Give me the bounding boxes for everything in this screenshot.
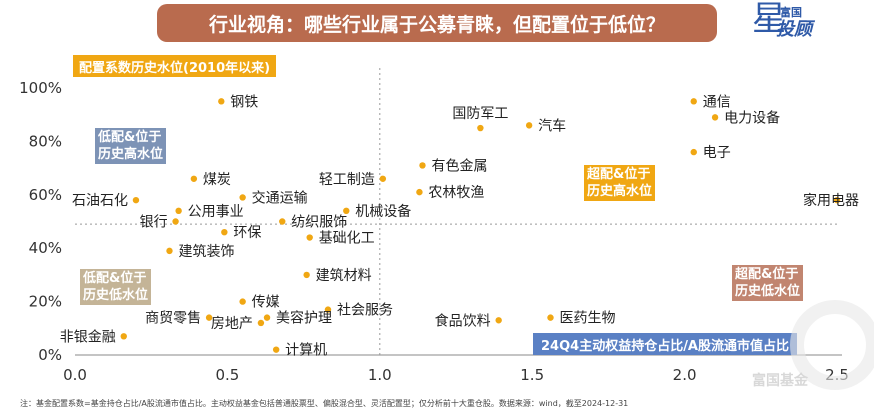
quadrant-label-bottom-right: 超配&位于 历史低水位 (732, 265, 804, 301)
data-label: 石油石化 (72, 193, 128, 209)
data-point (379, 175, 387, 182)
data-point (205, 314, 213, 321)
data-label: 汽车 (538, 117, 566, 134)
data-label: 医药生物 (559, 311, 615, 327)
quadrant-label-top-left: 低配&位于 历史高水位 (95, 128, 167, 164)
quadrant-line: 历史高水位 (587, 184, 653, 199)
data-point (306, 234, 313, 241)
watermark: 富国基金 (752, 373, 808, 389)
x-tick-label: 1.5 (520, 366, 544, 384)
footnote: 注：基金配置系数=基金持仓占比/A股流通市值占比。主动权益基金包括普通股票型、偏… (20, 399, 629, 408)
data-point (525, 122, 533, 129)
data-point (416, 188, 423, 196)
data-point (279, 218, 286, 225)
data-label: 纺织服饰 (291, 215, 347, 231)
data-point (120, 333, 127, 340)
data-label: 有色金属 (431, 157, 487, 174)
data-label: 商贸零售 (145, 311, 201, 327)
data-point (239, 194, 246, 201)
data-label: 环保 (233, 225, 261, 241)
data-point (221, 228, 228, 236)
data-label: 电力设备 (724, 109, 780, 126)
data-point (324, 306, 332, 313)
y-tick-label: 20% (29, 293, 62, 311)
data-point (263, 314, 271, 321)
data-label: 公用事业 (188, 204, 244, 220)
data-label: 通信 (703, 94, 731, 110)
data-label: 家用电器 (803, 192, 859, 209)
data-point (833, 196, 841, 204)
logo-line2: 投顾 (776, 19, 812, 40)
quadrant-line: 低配&位于 (98, 130, 162, 145)
data-label: 房地产 (211, 316, 253, 332)
data-label: 建筑装饰 (178, 244, 234, 260)
x-tick-label: 0.5 (215, 366, 239, 384)
quadrant-label-top-right: 超配&位于 历史高水位 (584, 165, 656, 201)
data-point (547, 314, 554, 321)
data-point (172, 218, 179, 225)
y-tick-label: 60% (29, 186, 62, 204)
data-point (711, 114, 719, 121)
data-label: 农林牧渔 (428, 185, 484, 201)
data-label: 社会服务 (337, 303, 393, 319)
y-tick-label: 40% (29, 239, 62, 257)
data-point (239, 298, 246, 305)
data-point (303, 271, 310, 279)
data-label: 计算机 (285, 343, 327, 359)
data-label: 基础化工 (319, 230, 375, 247)
data-point (218, 98, 225, 105)
data-label: 食品饮料 (435, 312, 491, 329)
data-label: 传媒 (252, 295, 280, 311)
y-tick-label: 0% (38, 346, 62, 364)
data-point (495, 317, 502, 324)
y-tick-label: 100% (19, 79, 62, 97)
data-label: 非银金融 (60, 329, 116, 345)
brand-logo: 星 富国 投顾 (752, 2, 870, 42)
quadrant-line: 历史低水位 (83, 288, 149, 303)
quadrant-line: 低配&位于 (83, 271, 147, 286)
quadrant-line: 超配&位于 (587, 167, 651, 182)
data-point (190, 175, 198, 182)
data-point (132, 196, 140, 204)
data-label: 建筑材料 (316, 268, 372, 284)
data-point (690, 148, 697, 156)
page-title: 行业视角：哪些行业属于公募青睐，但配置位于低位？ (157, 4, 717, 42)
data-label: 国防军工 (452, 106, 508, 122)
y-tick-label: 80% (29, 132, 62, 150)
data-point (272, 346, 280, 353)
logo-line1: 富国 (780, 6, 802, 19)
quadrant-label-bottom-left: 低配&位于 历史低水位 (80, 269, 152, 305)
data-label: 美容护理 (276, 310, 332, 327)
data-label: 轻工制造 (319, 172, 375, 188)
x-tick-label: 0.0 (63, 366, 87, 384)
data-point (343, 207, 350, 215)
x-tick-label: 2.0 (673, 366, 697, 384)
data-point (690, 98, 697, 105)
x-tick-label: 1.0 (368, 366, 392, 384)
data-label: 钢铁 (230, 94, 258, 110)
chart-subtitle: 配置系数历史水位(2010年以来) (73, 55, 277, 77)
data-point (257, 319, 265, 327)
data-label: 煤炭 (203, 172, 231, 188)
quadrant-dividers (75, 68, 837, 355)
data-label: 银行 (140, 215, 168, 231)
data-point (166, 247, 173, 255)
quadrant-line: 超配&位于 (735, 267, 799, 282)
data-label: 机械设备 (355, 203, 411, 220)
data-point (477, 124, 484, 132)
quadrant-line: 历史高水位 (98, 147, 164, 162)
data-point (419, 162, 426, 169)
data-label: 电子 (703, 145, 731, 161)
star-logo-icon: 星 (752, 0, 786, 39)
x-axis-label: 24Q4主动权益持仓占比/A股流通市值占比 (533, 333, 797, 355)
data-point (175, 207, 182, 215)
quadrant-line: 历史低水位 (735, 284, 801, 299)
data-label: 交通运输 (252, 189, 308, 206)
